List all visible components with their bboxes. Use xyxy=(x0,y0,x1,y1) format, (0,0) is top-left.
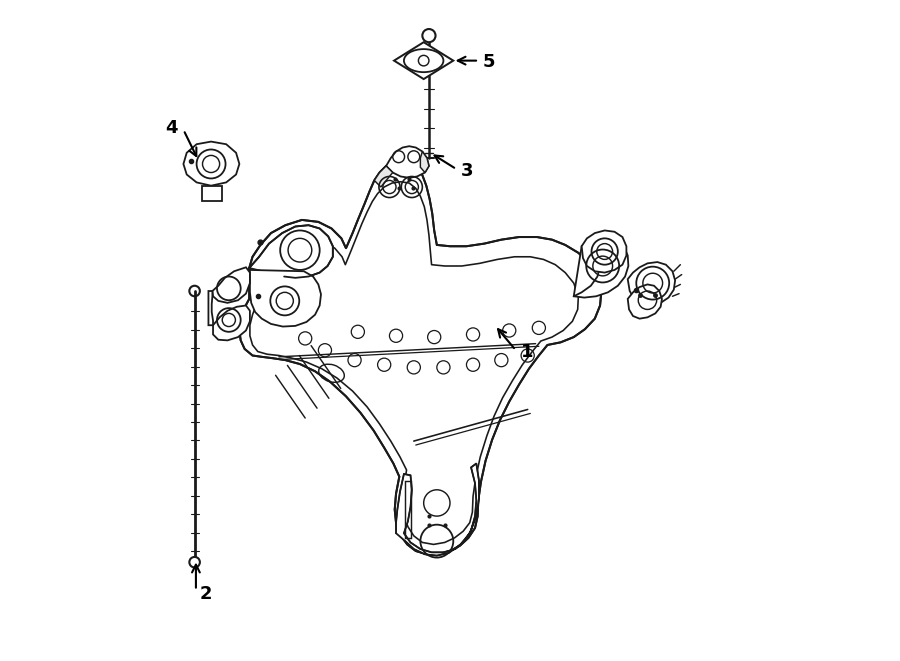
Text: 1: 1 xyxy=(521,342,534,360)
Polygon shape xyxy=(386,146,429,178)
Polygon shape xyxy=(394,42,454,79)
Polygon shape xyxy=(573,237,628,297)
Polygon shape xyxy=(396,463,479,556)
Text: 3: 3 xyxy=(461,162,473,180)
Polygon shape xyxy=(581,231,626,272)
Polygon shape xyxy=(374,166,392,187)
Text: 2: 2 xyxy=(200,585,212,603)
Polygon shape xyxy=(202,186,221,201)
Polygon shape xyxy=(627,284,662,319)
Text: 5: 5 xyxy=(483,53,495,71)
Polygon shape xyxy=(212,267,250,303)
Polygon shape xyxy=(213,305,250,340)
Text: 4: 4 xyxy=(166,119,178,137)
Polygon shape xyxy=(209,291,213,325)
Polygon shape xyxy=(250,270,321,327)
Polygon shape xyxy=(249,225,333,278)
Polygon shape xyxy=(627,262,675,305)
Polygon shape xyxy=(184,141,239,186)
Polygon shape xyxy=(239,161,601,555)
Circle shape xyxy=(189,557,200,567)
Polygon shape xyxy=(420,151,429,173)
Circle shape xyxy=(422,29,436,42)
